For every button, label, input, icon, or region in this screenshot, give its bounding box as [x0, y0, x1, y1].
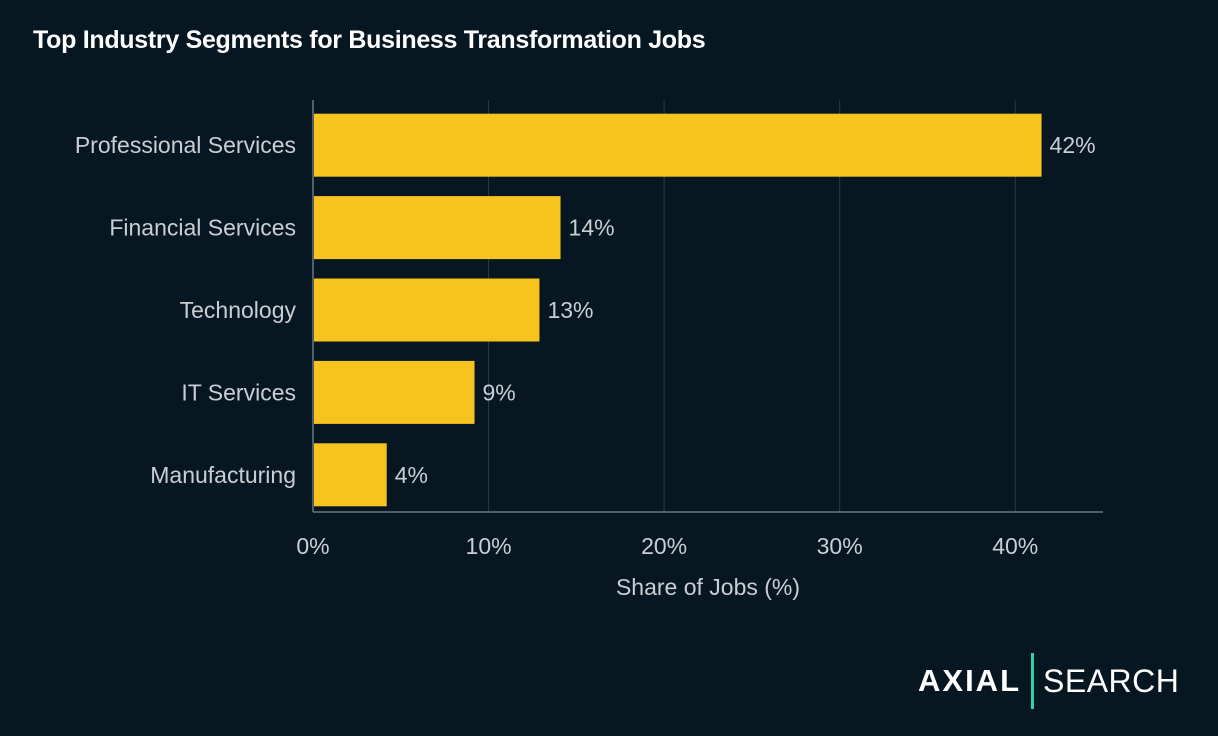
category-label: Manufacturing [150, 462, 296, 488]
bar-professional-services [314, 113, 1042, 177]
category-label: Technology [180, 297, 297, 323]
logo-divider [1031, 653, 1034, 709]
chart-title: Top Industry Segments for Business Trans… [33, 26, 706, 54]
category-label: IT Services [181, 379, 296, 405]
bar-financial-services [314, 196, 561, 260]
axial-search-logo: AXIAL SEARCH [918, 652, 1179, 710]
bar-it-services [314, 360, 475, 424]
x-tick-label: 20% [641, 533, 687, 559]
data-label: 42% [1050, 132, 1096, 158]
x-tick-label: 30% [817, 533, 863, 559]
bar-technology [314, 278, 540, 342]
data-label: 13% [547, 297, 593, 323]
logo-axial-text: AXIAL [918, 663, 1021, 698]
data-label: 9% [483, 379, 516, 405]
x-tick-label: 10% [466, 533, 512, 559]
x-tick-label: 40% [992, 533, 1038, 559]
category-label: Professional Services [75, 132, 296, 158]
data-label: 14% [569, 215, 615, 241]
x-axis-label: Share of Jobs (%) [616, 574, 800, 600]
category-label: Financial Services [109, 215, 296, 241]
x-tick-label: 0% [296, 533, 329, 559]
data-label: 4% [395, 462, 428, 488]
logo-search-text: SEARCH [1043, 662, 1180, 699]
bar-manufacturing [314, 443, 387, 507]
